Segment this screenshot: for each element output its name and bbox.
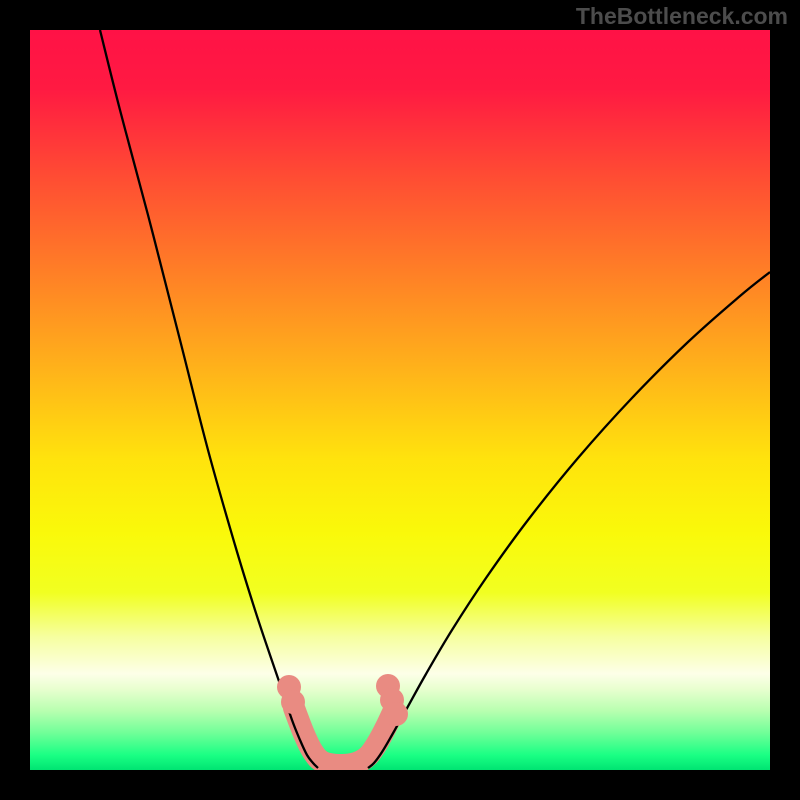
right-curve: [368, 272, 770, 768]
chart-canvas: TheBottleneck.com: [0, 0, 800, 800]
curve-marker: [384, 702, 408, 726]
left-curve: [100, 30, 318, 768]
plot-area: [30, 30, 770, 770]
watermark-text: TheBottleneck.com: [576, 3, 788, 30]
curve-marker: [281, 690, 305, 714]
curve-layer: [30, 30, 770, 770]
